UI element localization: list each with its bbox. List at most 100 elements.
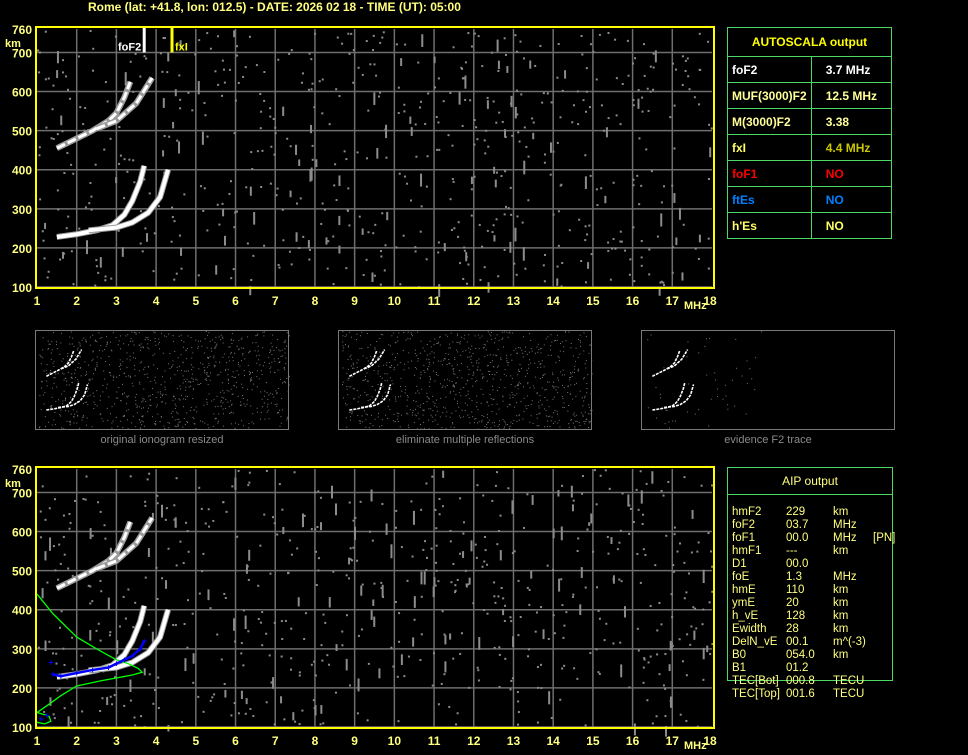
noise-dot bbox=[96, 364, 98, 366]
noise-dot bbox=[39, 354, 41, 356]
x-tick-label: 1 bbox=[34, 734, 41, 748]
x-tick-label: 8 bbox=[312, 294, 319, 308]
noise-dot bbox=[231, 332, 233, 334]
noise-dot bbox=[242, 75, 245, 78]
noise-dot bbox=[56, 689, 59, 692]
noise-dot bbox=[176, 418, 178, 420]
noise-dot bbox=[114, 35, 117, 38]
noise-dot bbox=[192, 653, 195, 664]
noise-dot bbox=[473, 32, 476, 35]
noise-dot bbox=[683, 476, 686, 479]
noise-dot bbox=[514, 227, 517, 242]
noise-dot bbox=[308, 52, 311, 55]
noise-dot bbox=[144, 366, 146, 368]
noise-dot bbox=[652, 88, 655, 91]
noise-dot bbox=[147, 407, 149, 409]
noise-dot bbox=[577, 123, 580, 126]
noise-dot bbox=[254, 350, 256, 352]
noise-dot bbox=[99, 399, 101, 401]
noise-dot bbox=[70, 377, 72, 379]
noise-dot bbox=[143, 368, 145, 370]
noise-dot bbox=[663, 185, 666, 188]
noise-dot bbox=[665, 726, 668, 737]
noise-dot bbox=[686, 356, 688, 358]
noise-dot bbox=[439, 336, 441, 338]
noise-dot bbox=[496, 355, 498, 357]
aip-cell: TECU bbox=[833, 675, 865, 687]
noise-dot bbox=[584, 281, 587, 284]
noise-dot bbox=[468, 686, 471, 689]
noise-dot bbox=[462, 77, 465, 80]
noise-dot bbox=[486, 402, 488, 404]
noise-dot bbox=[144, 504, 147, 507]
noise-dot bbox=[85, 475, 88, 478]
noise bbox=[37, 469, 714, 737]
noise-dot bbox=[342, 367, 344, 369]
noise-dot bbox=[528, 603, 531, 606]
noise-dot bbox=[416, 355, 418, 357]
noise-dot bbox=[493, 166, 496, 174]
noise-dot bbox=[150, 405, 152, 407]
noise-dot bbox=[499, 514, 502, 517]
noise-dot bbox=[55, 652, 58, 655]
noise-dot bbox=[415, 155, 418, 158]
noise-dot bbox=[286, 417, 288, 419]
x-tick-label: 17 bbox=[666, 734, 680, 748]
noise-dot bbox=[69, 420, 71, 422]
noise-dot bbox=[274, 372, 276, 374]
noise-dot bbox=[174, 624, 177, 627]
noise-dot bbox=[376, 341, 378, 343]
noise-dot bbox=[123, 414, 125, 416]
noise-dot bbox=[124, 72, 127, 86]
noise-dot bbox=[511, 552, 514, 555]
noise-dot bbox=[182, 382, 184, 384]
noise-dot bbox=[458, 92, 461, 105]
noise-dot bbox=[702, 678, 705, 681]
noise-dot bbox=[456, 578, 459, 581]
noise-dot bbox=[114, 676, 117, 679]
noise-dot bbox=[481, 245, 484, 248]
noise-dot bbox=[609, 278, 612, 281]
noise-dot bbox=[268, 418, 270, 420]
noise-dot bbox=[172, 360, 174, 362]
noise-dot bbox=[387, 417, 389, 419]
noise-dot bbox=[407, 655, 410, 658]
noise-dot bbox=[207, 508, 210, 511]
noise-dot bbox=[129, 377, 131, 379]
noise-dot bbox=[198, 39, 201, 42]
noise-dot bbox=[603, 129, 606, 132]
noise-dot bbox=[134, 601, 137, 604]
noise-dot bbox=[707, 40, 710, 43]
noise-dot bbox=[671, 616, 674, 619]
noise-dot bbox=[109, 137, 112, 140]
noise-dot bbox=[493, 595, 496, 598]
noise-dot bbox=[343, 150, 346, 153]
noise-dot bbox=[173, 278, 176, 281]
noise-dot bbox=[403, 369, 405, 371]
noise-dot bbox=[206, 403, 208, 405]
noise-dot bbox=[539, 363, 541, 365]
noise-dot bbox=[641, 96, 644, 99]
noise-dot bbox=[100, 345, 102, 347]
noise-dot bbox=[490, 427, 492, 429]
noise-dot bbox=[380, 581, 383, 584]
y-tick-label: 760 bbox=[12, 23, 32, 37]
noise-dot bbox=[191, 357, 193, 359]
noise-dot bbox=[222, 390, 224, 392]
noise-dot bbox=[237, 469, 240, 472]
noise-dot bbox=[491, 374, 493, 376]
noise-dot bbox=[171, 366, 173, 368]
autoscala-value: NO bbox=[810, 186, 893, 213]
noise-dot bbox=[238, 423, 240, 425]
noise-dot bbox=[79, 356, 81, 358]
noise-dot bbox=[406, 405, 408, 407]
noise-dot bbox=[193, 409, 195, 411]
noise-dot bbox=[165, 580, 168, 589]
noise-dot bbox=[238, 348, 240, 350]
noise-dot bbox=[536, 417, 538, 419]
noise-dot bbox=[256, 376, 258, 378]
noise-dot bbox=[381, 584, 384, 597]
noise-dot bbox=[515, 348, 517, 350]
noise-dot bbox=[507, 487, 510, 490]
noise-dot bbox=[79, 355, 81, 357]
